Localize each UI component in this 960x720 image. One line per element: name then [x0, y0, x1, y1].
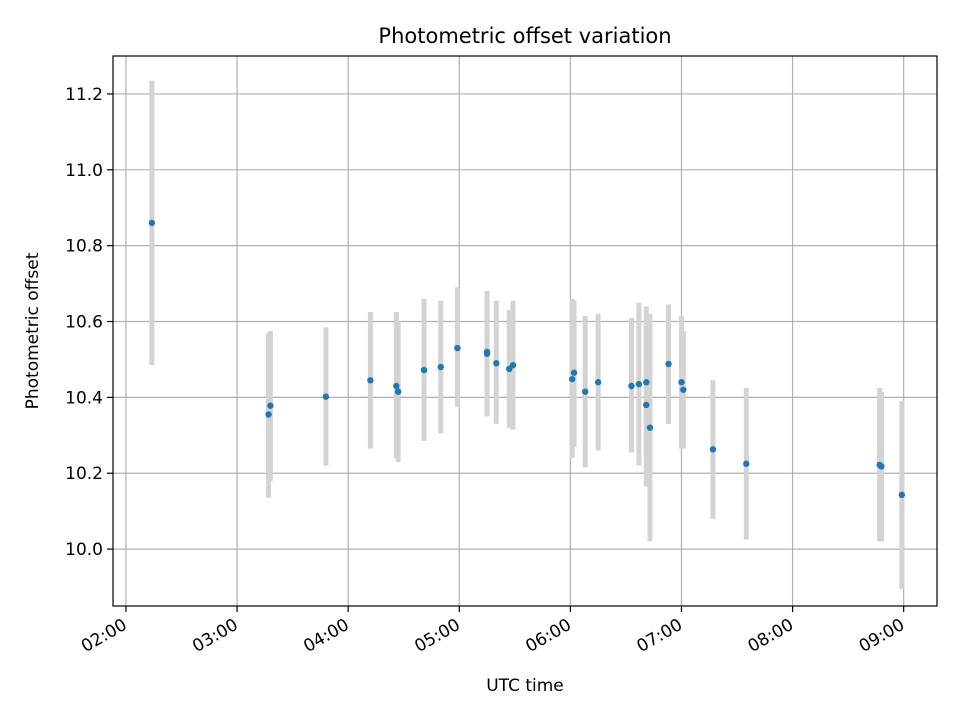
y-tick-label: 10.8: [65, 237, 103, 257]
data-point: [643, 401, 650, 409]
y-tick-label: 10.0: [65, 540, 103, 560]
y-axis-ticks: 10.0 10.2 10.4 10.6 10.8 11.0 11.2: [65, 85, 113, 560]
data-point: [393, 382, 400, 390]
data-point: [483, 350, 491, 357]
data-point: [678, 379, 685, 386]
plot-frame: [112, 55, 938, 607]
data-point: [594, 379, 602, 386]
y-tick-label: 11.0: [65, 161, 103, 181]
data-point: [437, 363, 444, 371]
data-point: [635, 380, 643, 388]
data-point: [680, 386, 687, 393]
data-point: [454, 344, 461, 352]
data-point: [267, 402, 274, 409]
data-point: [581, 388, 589, 395]
data-point: [509, 361, 517, 369]
y-tick-label: 10.6: [65, 313, 103, 333]
data-point: [878, 463, 885, 470]
y-tick-label: 11.2: [65, 85, 103, 105]
data-point: [569, 375, 576, 383]
data-points: [148, 219, 906, 499]
data-point: [743, 460, 750, 467]
x-axis-label: UTC time: [486, 676, 564, 696]
data-point: [394, 388, 402, 395]
data-point: [493, 360, 500, 367]
data-point: [709, 446, 717, 453]
y-tick-label: 10.2: [65, 464, 103, 484]
chart-title: Photometric offset variation: [378, 24, 671, 48]
data-point: [646, 424, 654, 431]
data-point: [628, 382, 635, 390]
data-point: [322, 393, 330, 400]
data-point: [643, 379, 650, 386]
data-point: [367, 377, 374, 384]
data-point: [665, 360, 672, 368]
data-point: [898, 491, 906, 499]
data-point: [570, 369, 578, 376]
data-point: [420, 366, 428, 374]
data-point: [265, 411, 272, 418]
data-point: [148, 219, 156, 227]
y-tick-label: 10.4: [65, 388, 103, 408]
y-axis-label: Photometric offset: [23, 252, 43, 409]
